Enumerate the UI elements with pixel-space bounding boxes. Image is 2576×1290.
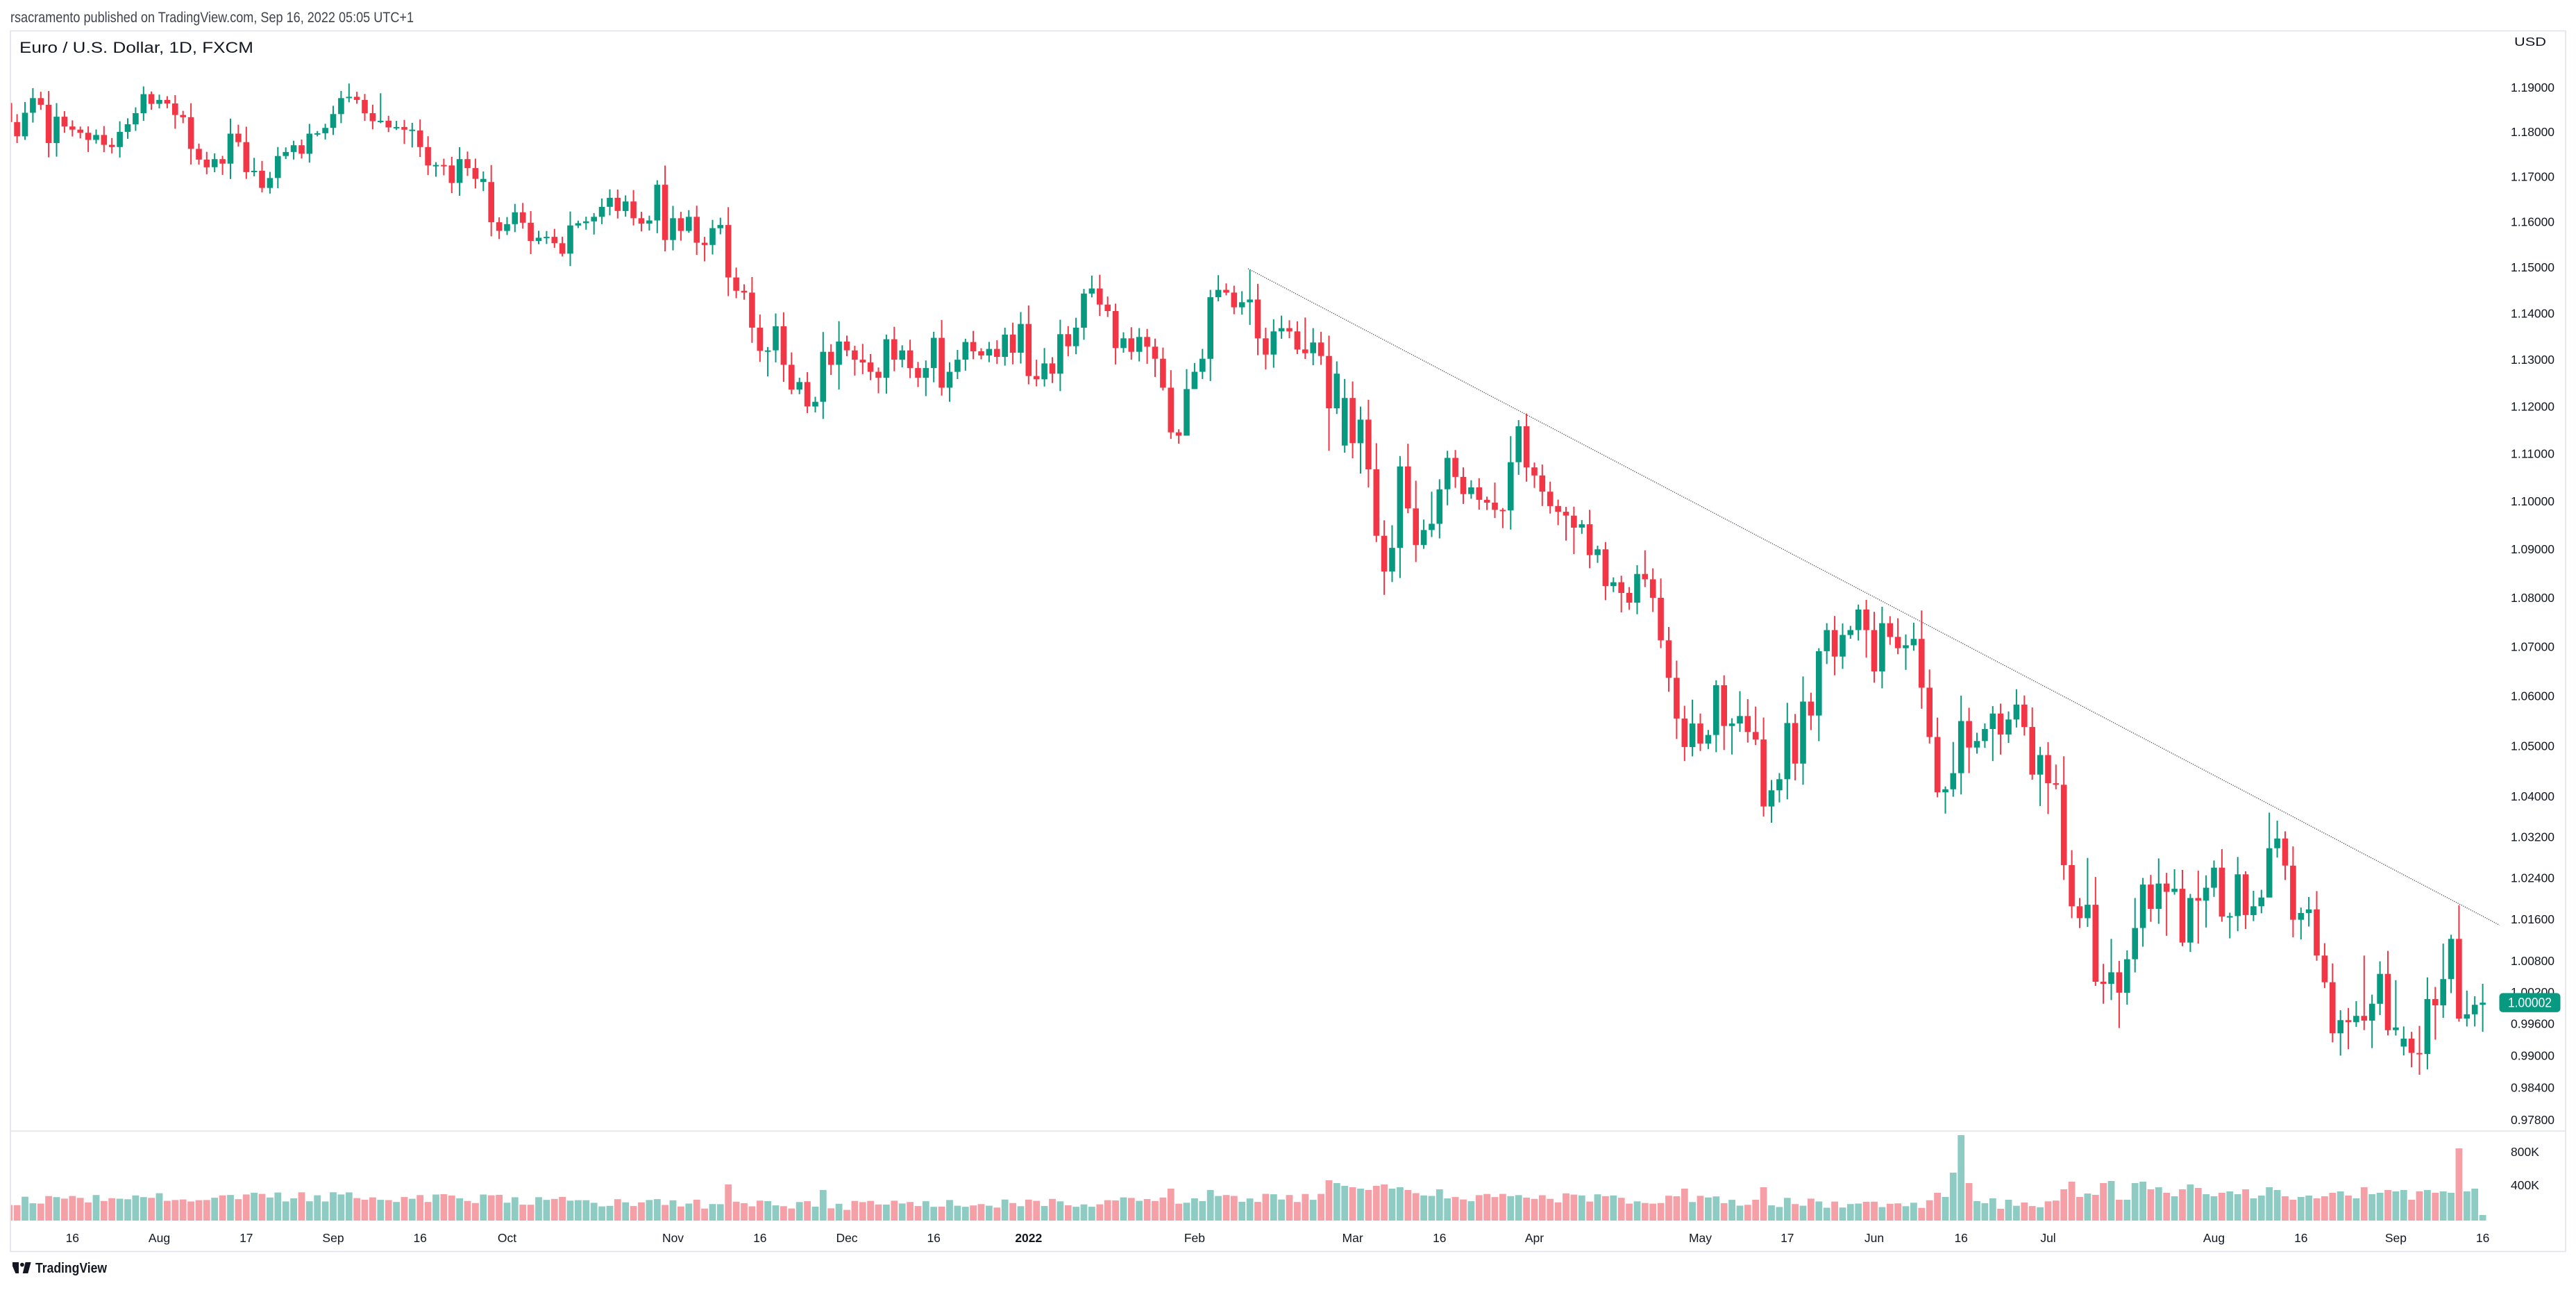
svg-text:1.13000: 1.13000 <box>2511 353 2554 367</box>
svg-text:Nov: Nov <box>662 1231 684 1245</box>
svg-text:17: 17 <box>1781 1231 1794 1245</box>
svg-text:Euro / U.S. Dollar, 1D, FXCM: Euro / U.S. Dollar, 1D, FXCM <box>19 39 253 56</box>
svg-text:Jul: Jul <box>2040 1231 2055 1245</box>
svg-text:Mar: Mar <box>1342 1231 1363 1245</box>
svg-text:1.10000: 1.10000 <box>2511 494 2554 508</box>
svg-text:16: 16 <box>2294 1231 2307 1245</box>
svg-text:Sep: Sep <box>2385 1231 2407 1245</box>
svg-text:Aug: Aug <box>2203 1231 2225 1245</box>
svg-text:0.99000: 0.99000 <box>2511 1048 2554 1062</box>
svg-text:1.09000: 1.09000 <box>2511 542 2554 556</box>
svg-text:16: 16 <box>66 1231 79 1245</box>
svg-text:0.97800: 0.97800 <box>2511 1113 2554 1127</box>
svg-text:1.18000: 1.18000 <box>2511 125 2554 139</box>
svg-text:1.03200: 1.03200 <box>2511 830 2554 844</box>
svg-text:May: May <box>1689 1231 1712 1245</box>
svg-text:rsacramento published on Tradi: rsacramento published on TradingView.com… <box>10 10 414 26</box>
svg-text:Sep: Sep <box>322 1231 344 1245</box>
svg-text:800K: 800K <box>2511 1145 2539 1159</box>
svg-text:16: 16 <box>927 1231 940 1245</box>
svg-text:1.17000: 1.17000 <box>2511 169 2554 183</box>
svg-text:Dec: Dec <box>836 1231 857 1245</box>
svg-text:1.08000: 1.08000 <box>2511 591 2554 605</box>
svg-text:Aug: Aug <box>149 1231 170 1245</box>
svg-text:16: 16 <box>753 1231 766 1245</box>
svg-text:1.16000: 1.16000 <box>2511 215 2554 229</box>
svg-text:2022: 2022 <box>1015 1231 1042 1245</box>
svg-text:16: 16 <box>2476 1231 2489 1245</box>
svg-text:1.01600: 1.01600 <box>2511 912 2554 926</box>
svg-text:400K: 400K <box>2511 1178 2539 1192</box>
svg-text:TradingView: TradingView <box>35 1260 107 1276</box>
svg-text:Oct: Oct <box>498 1231 516 1245</box>
svg-text:1.00800: 1.00800 <box>2511 954 2554 968</box>
svg-text:Feb: Feb <box>1184 1231 1205 1245</box>
svg-text:1.06000: 1.06000 <box>2511 689 2554 703</box>
svg-text:USD: USD <box>2514 35 2546 49</box>
svg-text:16: 16 <box>1954 1231 1967 1245</box>
svg-text:1.14000: 1.14000 <box>2511 306 2554 320</box>
svg-text:1.02400: 1.02400 <box>2511 871 2554 885</box>
svg-text:16: 16 <box>413 1231 426 1245</box>
svg-text:1.04000: 1.04000 <box>2511 789 2554 803</box>
svg-text:1.15000: 1.15000 <box>2511 260 2554 274</box>
svg-text:1.05000: 1.05000 <box>2511 739 2554 753</box>
svg-text:Apr: Apr <box>1525 1231 1544 1245</box>
svg-text:1.19000: 1.19000 <box>2511 81 2554 94</box>
svg-text:1.12000: 1.12000 <box>2511 399 2554 413</box>
svg-text:0.99600: 0.99600 <box>2511 1017 2554 1031</box>
svg-text:1.00002: 1.00002 <box>2508 996 2552 1011</box>
svg-text:1.11000: 1.11000 <box>2511 446 2554 460</box>
svg-text:Jun: Jun <box>1864 1231 1884 1245</box>
svg-text:1.07000: 1.07000 <box>2511 640 2554 654</box>
svg-text:17: 17 <box>239 1231 253 1245</box>
svg-text:0.98400: 0.98400 <box>2511 1080 2554 1094</box>
svg-text:16: 16 <box>1433 1231 1446 1245</box>
